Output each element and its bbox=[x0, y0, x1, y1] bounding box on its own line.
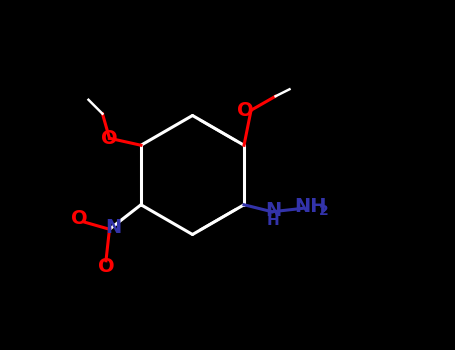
Text: 2: 2 bbox=[318, 204, 329, 218]
Text: N: N bbox=[105, 218, 121, 237]
Text: O: O bbox=[101, 129, 118, 148]
Text: H: H bbox=[267, 213, 279, 228]
Text: O: O bbox=[98, 257, 114, 275]
Text: N: N bbox=[265, 201, 281, 220]
Text: NH: NH bbox=[294, 197, 327, 216]
Text: O: O bbox=[71, 209, 88, 228]
Text: O: O bbox=[238, 101, 254, 120]
